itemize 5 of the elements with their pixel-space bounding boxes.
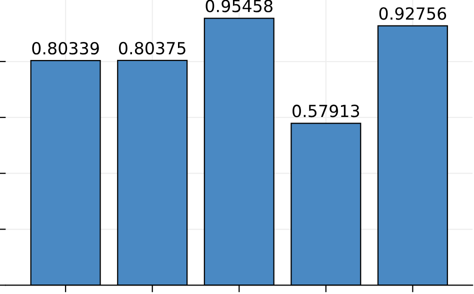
data-label: 0.92756 — [379, 7, 446, 20]
data-label: 0.95458 — [206, 0, 272, 12]
data-label: 0.80375 — [118, 42, 186, 54]
data-label: 0.80339 — [32, 42, 99, 55]
data-label: 0.57913 — [292, 104, 360, 118]
